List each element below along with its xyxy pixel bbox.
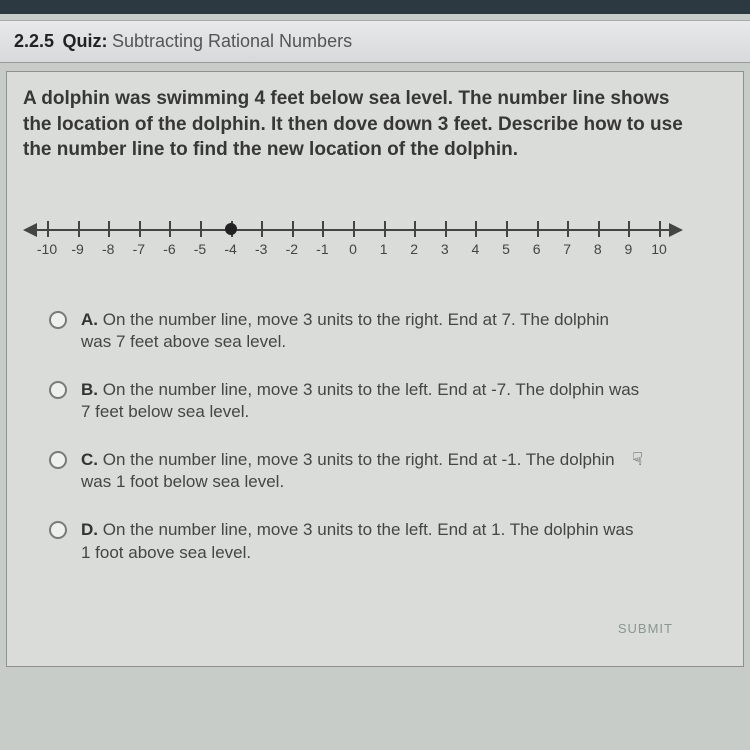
tick	[78, 221, 80, 237]
choice-c-text: C. On the number line, move 3 units to t…	[81, 449, 641, 493]
choice-b[interactable]: B. On the number line, move 3 units to t…	[49, 379, 703, 423]
choice-b-text: B. On the number line, move 3 units to t…	[81, 379, 641, 423]
tick	[261, 221, 263, 237]
number-line-figure: -10-9-8-7-6-5-4-3-2-1012345678910	[23, 209, 703, 269]
tick	[598, 221, 600, 237]
choice-d-body: On the number line, move 3 units to the …	[81, 520, 634, 561]
number-line-point	[225, 223, 237, 235]
tick-label: -6	[163, 241, 175, 257]
choice-d-letter: D.	[81, 520, 98, 539]
tick-label: 2	[410, 241, 418, 257]
tick-label: -1	[316, 241, 328, 257]
tick	[139, 221, 141, 237]
tick-label: -3	[255, 241, 267, 257]
tick	[200, 221, 202, 237]
choice-d-text: D. On the number line, move 3 units to t…	[81, 519, 641, 563]
tick-label: 8	[594, 241, 602, 257]
tick-label: 7	[563, 241, 571, 257]
choice-c[interactable]: C. On the number line, move 3 units to t…	[49, 449, 703, 493]
tick	[108, 221, 110, 237]
choice-c-letter: C.	[81, 450, 98, 469]
question-panel: A dolphin was swimming 4 feet below sea …	[6, 71, 744, 667]
answer-choices: A. On the number line, move 3 units to t…	[49, 309, 703, 564]
tick	[506, 221, 508, 237]
hand-cursor-icon: ☟	[632, 449, 643, 470]
radio-a[interactable]	[49, 311, 67, 329]
question-text: A dolphin was swimming 4 feet below sea …	[23, 86, 703, 163]
tick-label: -10	[37, 241, 57, 257]
tick	[414, 221, 416, 237]
radio-d[interactable]	[49, 521, 67, 539]
tick-label: -9	[71, 241, 83, 257]
quiz-title: Subtracting Rational Numbers	[112, 31, 352, 51]
tick	[659, 221, 661, 237]
arrow-right-icon	[669, 223, 683, 237]
tick	[322, 221, 324, 237]
choice-b-body: On the number line, move 3 units to the …	[81, 380, 639, 421]
quiz-header: 2.2.5 Quiz: Subtracting Rational Numbers	[0, 20, 750, 63]
tick-label: 0	[349, 241, 357, 257]
tick	[353, 221, 355, 237]
tick-label: 10	[651, 241, 667, 257]
tick-label: -7	[133, 241, 145, 257]
choice-d[interactable]: D. On the number line, move 3 units to t…	[49, 519, 703, 563]
tick	[628, 221, 630, 237]
choice-a-letter: A.	[81, 310, 98, 329]
tick-label: 4	[471, 241, 479, 257]
tick	[292, 221, 294, 237]
tick-label: 3	[441, 241, 449, 257]
radio-c[interactable]	[49, 451, 67, 469]
tick	[445, 221, 447, 237]
tick	[169, 221, 171, 237]
tick	[384, 221, 386, 237]
choice-a-text: A. On the number line, move 3 units to t…	[81, 309, 641, 353]
tick-label: -2	[286, 241, 298, 257]
tick	[537, 221, 539, 237]
tick-label: 6	[533, 241, 541, 257]
choice-a-body: On the number line, move 3 units to the …	[81, 310, 609, 351]
choice-a[interactable]: A. On the number line, move 3 units to t…	[49, 309, 703, 353]
radio-b[interactable]	[49, 381, 67, 399]
choice-c-body: On the number line, move 3 units to the …	[81, 450, 615, 491]
choice-b-letter: B.	[81, 380, 98, 399]
tick-label: -8	[102, 241, 114, 257]
quiz-number: 2.2.5	[14, 31, 54, 51]
tick-label: 1	[380, 241, 388, 257]
tick-label: 5	[502, 241, 510, 257]
submit-button[interactable]: SUBMIT	[618, 621, 673, 636]
tick	[47, 221, 49, 237]
top-dark-bar	[0, 0, 750, 14]
tick	[475, 221, 477, 237]
tick-label: -4	[224, 241, 236, 257]
tick-label: -5	[194, 241, 206, 257]
quiz-label: Quiz:	[63, 31, 108, 51]
tick-label: 9	[624, 241, 632, 257]
tick	[567, 221, 569, 237]
